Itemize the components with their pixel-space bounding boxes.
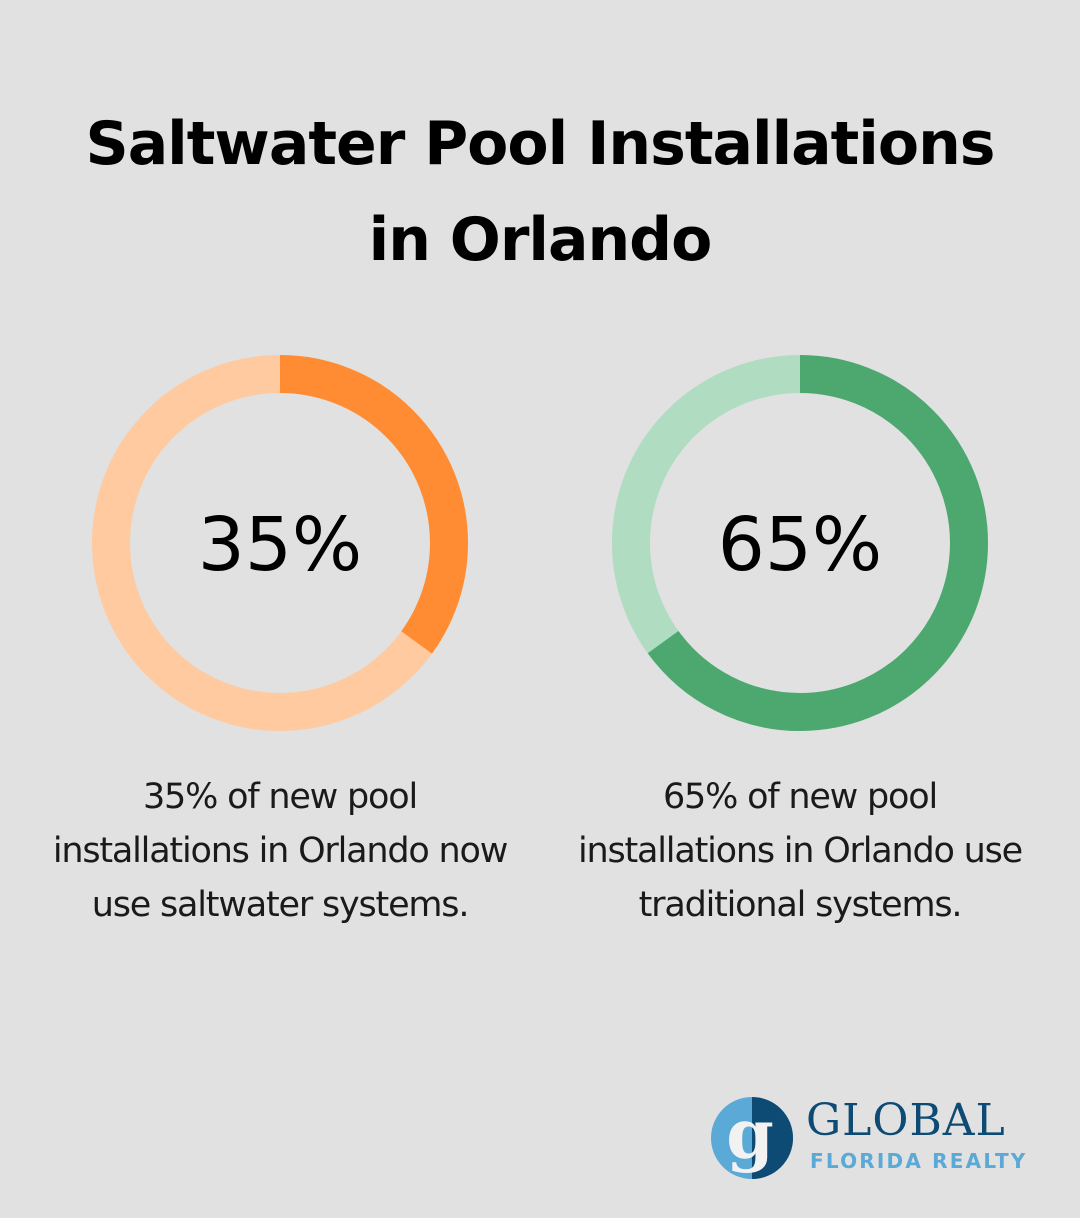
- donut-arc: [612, 355, 988, 731]
- donut-caption: 65% of new pool installations in Orlando…: [577, 777, 1023, 925]
- logo-mark-letter: g: [726, 1096, 774, 1175]
- logo-wordmark: GLOBAL: [806, 1095, 1006, 1146]
- global-florida-realty-logo: g GLOBAL FLORIDA REALTY: [710, 1093, 1050, 1183]
- donut-ring: [92, 355, 468, 731]
- donut-center-value: 35%: [197, 502, 363, 588]
- donut-caption: 35% of new pool installations in Orlando…: [52, 777, 509, 925]
- logo-mark-dark: [752, 1097, 793, 1179]
- donut-arc: [92, 355, 468, 731]
- page-title: Saltwater Pool Installations in Orlando: [0, 96, 1080, 288]
- title-line-2: in Orlando: [368, 205, 713, 275]
- saltwater-donut-chart: 35%: [80, 350, 480, 740]
- traditional-donut-card: 65% 65% of new pool installations in Orl…: [578, 350, 1023, 925]
- traditional-donut-chart: 65%: [600, 350, 1000, 740]
- title-line-1: Saltwater Pool Installations: [85, 109, 995, 179]
- donut-center-value: 65%: [717, 502, 883, 588]
- logo-subtitle: FLORIDA REALTY: [810, 1149, 1028, 1173]
- donut-ring: [612, 355, 988, 731]
- saltwater-donut-card: 35% 35% of new pool installations in Orl…: [53, 350, 508, 925]
- logo-g-mark-icon: g: [711, 1096, 793, 1179]
